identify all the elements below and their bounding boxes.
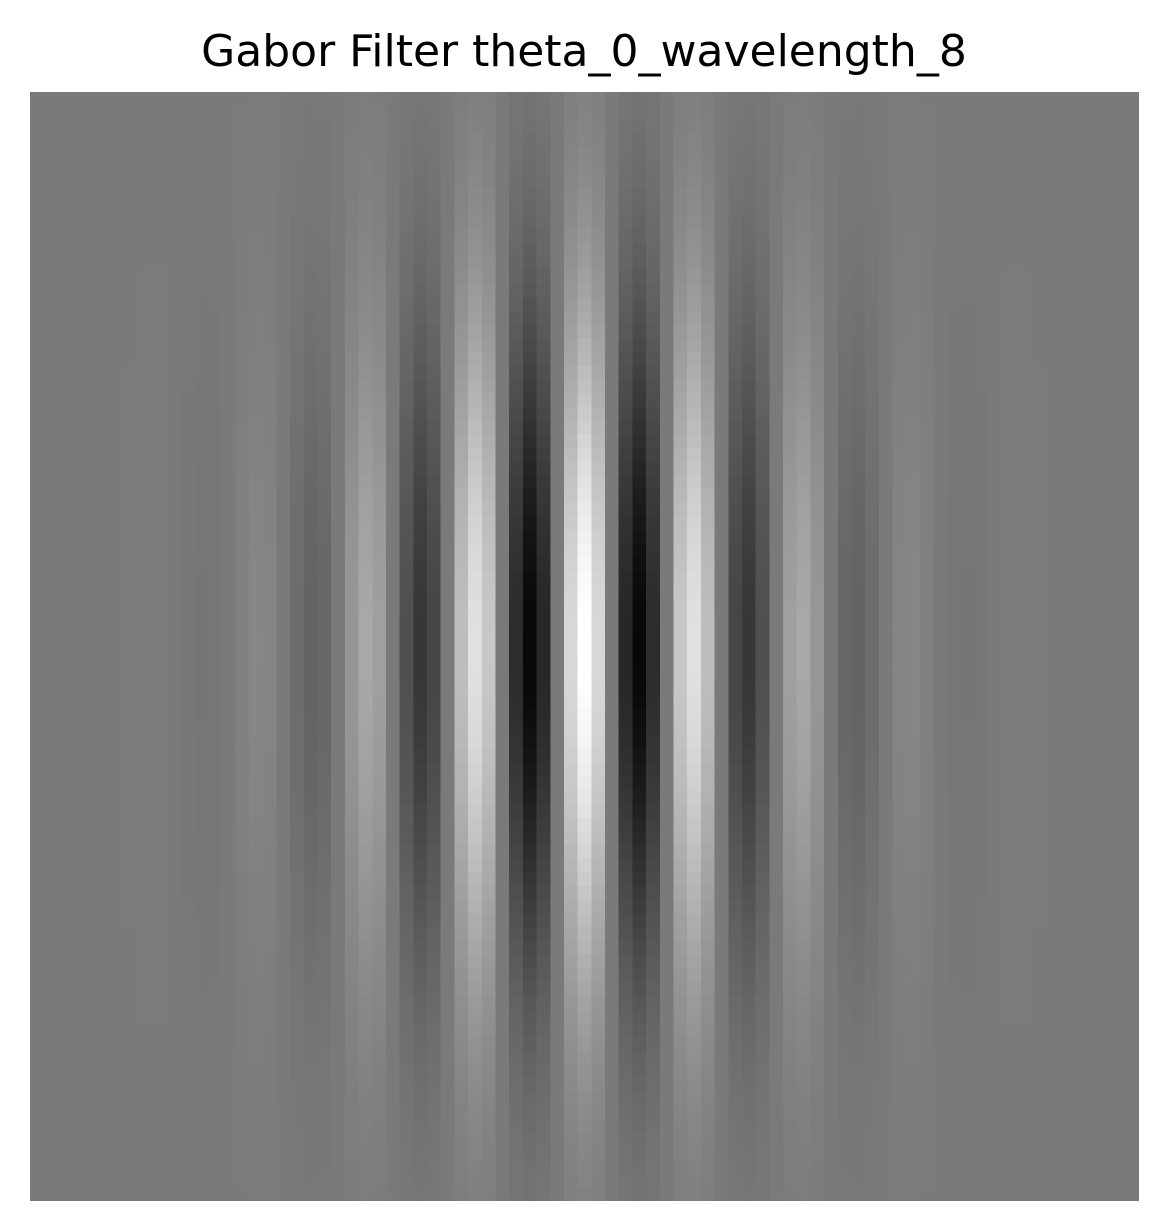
figure-title: Gabor Filter theta_0_wavelength_8 [201, 26, 967, 77]
gabor-filter-canvas [30, 92, 1139, 1201]
gabor-filter-image [30, 92, 1139, 1201]
